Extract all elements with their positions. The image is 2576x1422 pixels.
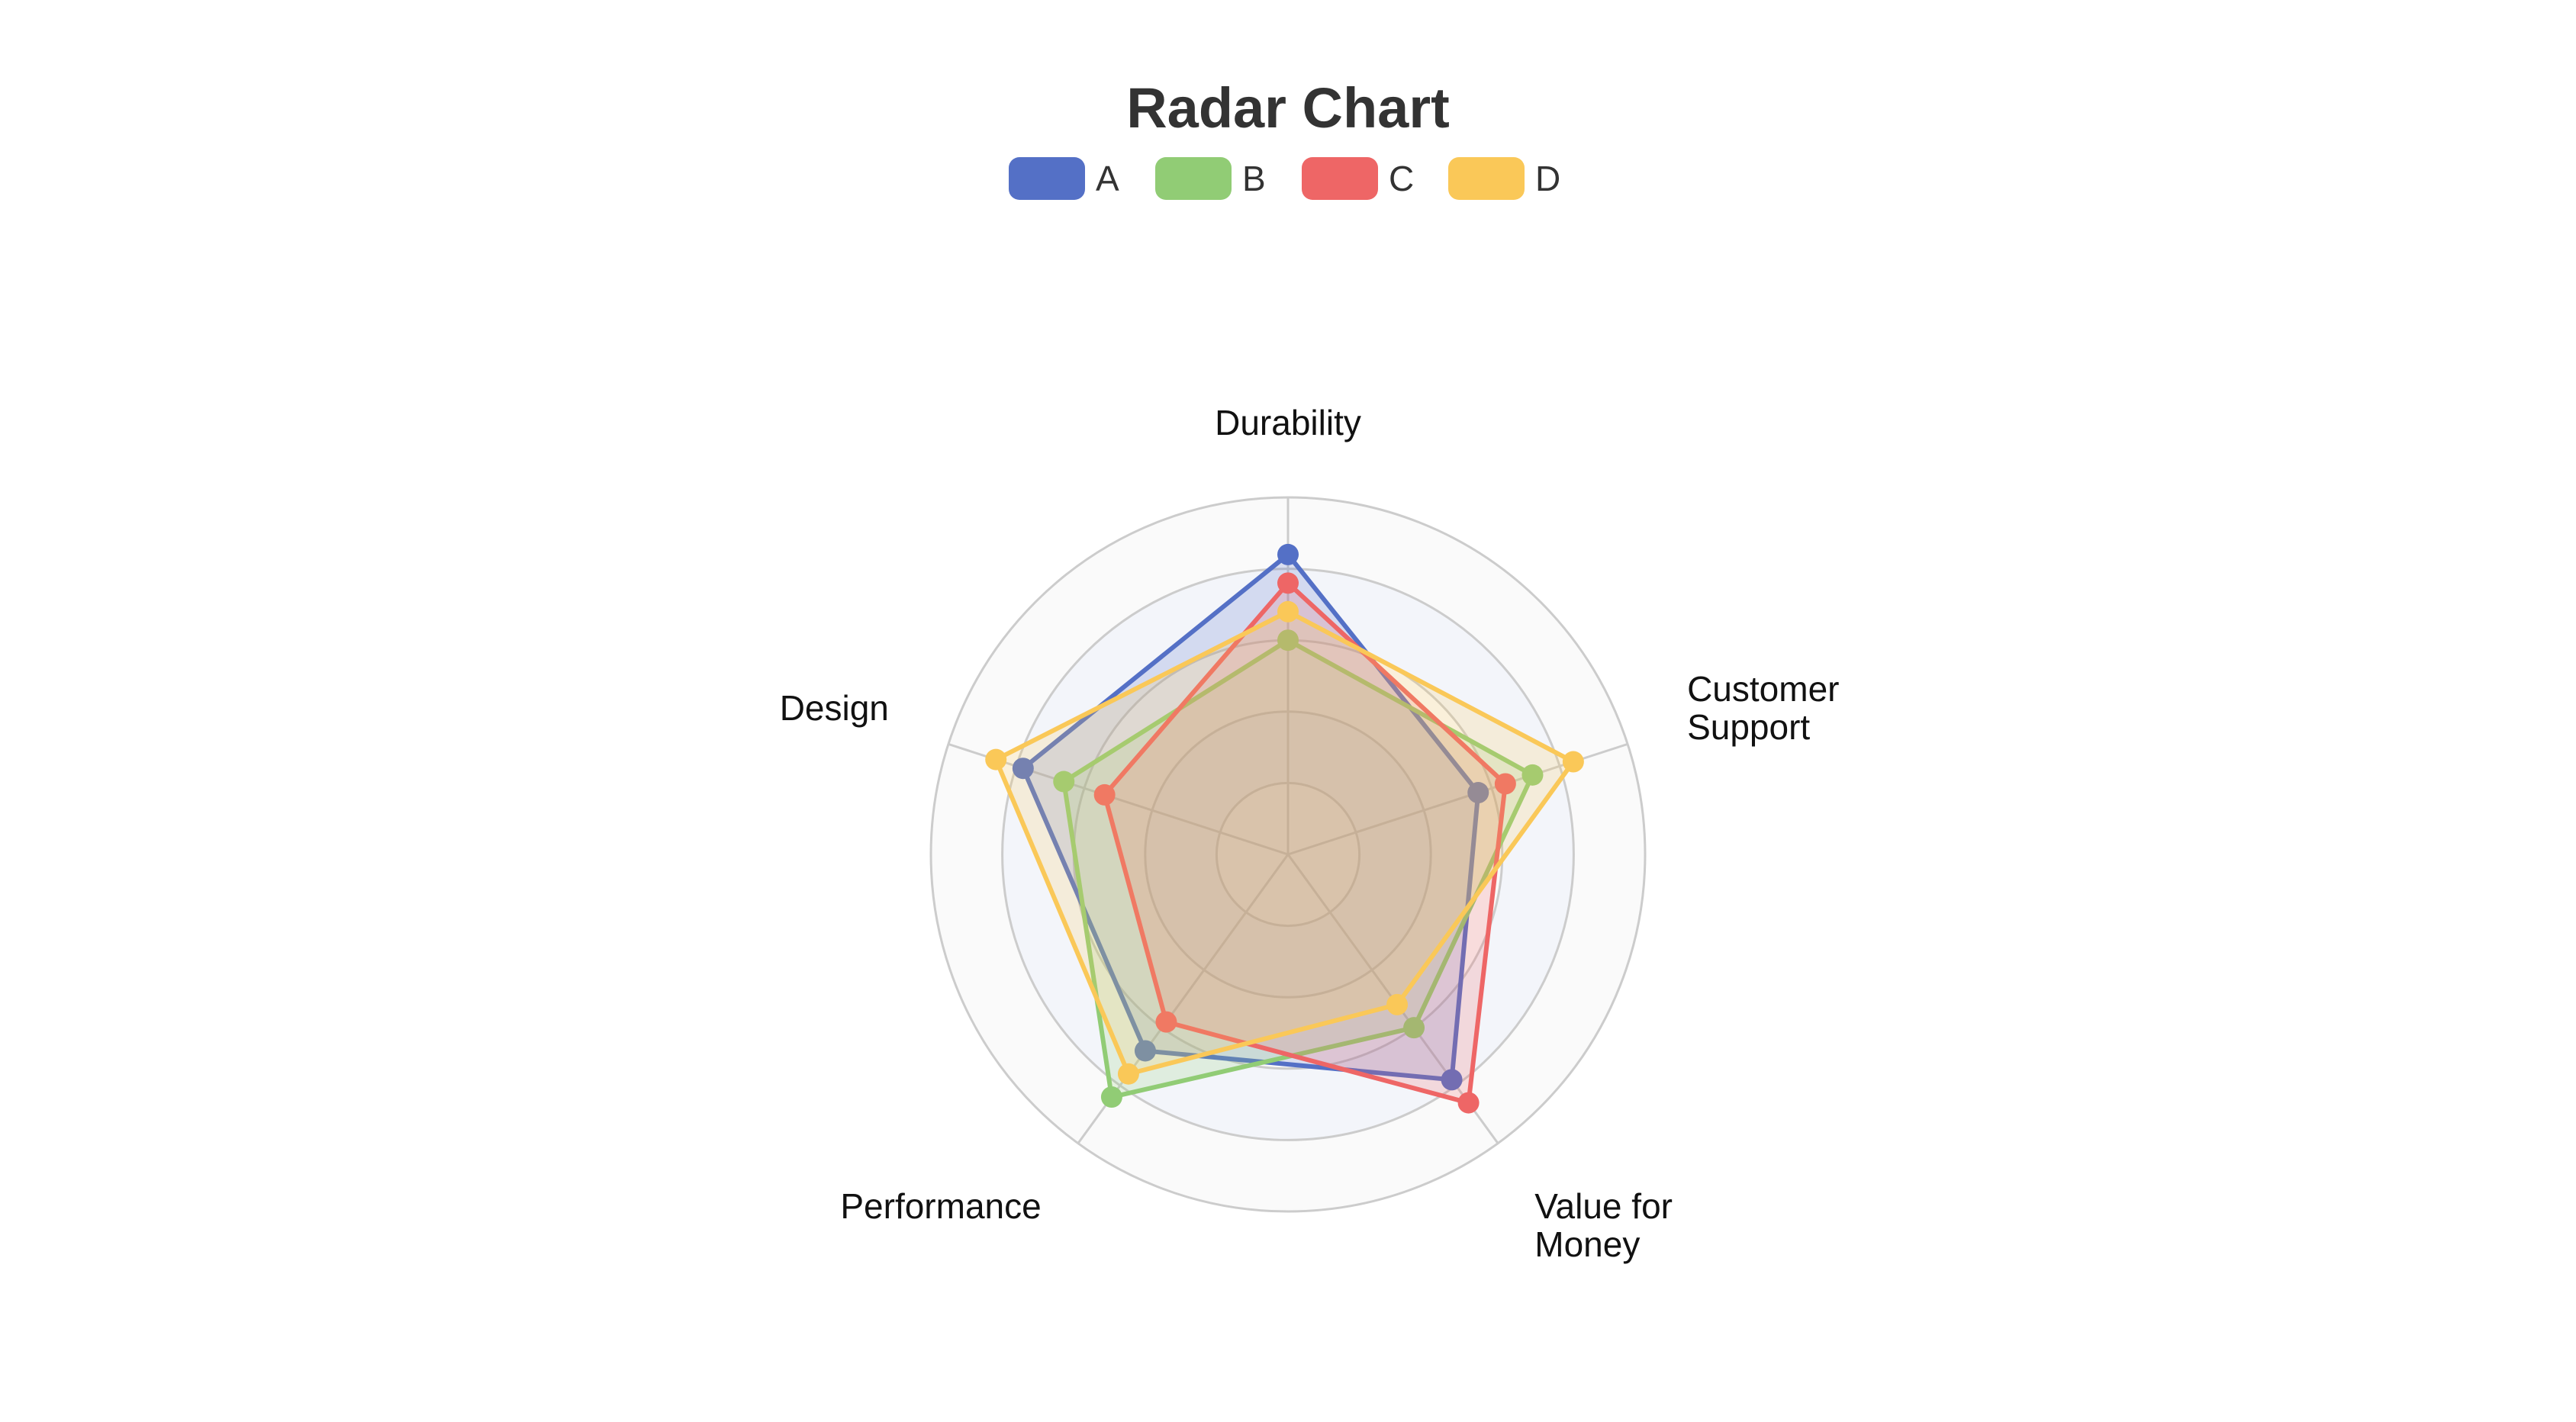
indicator-label-line: Performance — [840, 1186, 1041, 1226]
series-d-point[interactable] — [1562, 751, 1584, 773]
legend-label: B — [1242, 159, 1266, 198]
indicator-label-customer-support: Customer Support — [1687, 669, 1839, 747]
series-c-area — [1102, 581, 1508, 1105]
series-c-point[interactable] — [1277, 572, 1299, 594]
indicator-label-line: Customer — [1687, 669, 1839, 709]
series-d-point[interactable] — [985, 748, 1007, 771]
legend-item-c[interactable]: C — [1302, 157, 1414, 200]
legend-label: A — [1096, 159, 1119, 198]
legend-swatch — [1448, 157, 1525, 200]
series-c-point[interactable] — [1457, 1092, 1480, 1114]
legend-swatch — [1302, 157, 1378, 200]
indicator-label-line: Support — [1687, 707, 1810, 747]
indicator-label-line: Money — [1534, 1224, 1640, 1264]
legend-label: C — [1389, 159, 1414, 198]
series-b-point[interactable] — [1100, 1086, 1122, 1108]
series-a-point[interactable] — [1467, 782, 1489, 804]
indicator-label-line: Design — [780, 688, 889, 728]
series-c-point[interactable] — [1155, 1011, 1177, 1033]
series-d-point[interactable] — [1117, 1063, 1139, 1085]
indicator-label-durability: Durability — [1215, 403, 1361, 442]
series-c-point[interactable] — [1093, 783, 1116, 806]
legend-item-b[interactable]: B — [1155, 157, 1266, 200]
series-d-area — [993, 609, 1576, 1076]
legend-label: D — [1535, 159, 1560, 198]
legend-swatch — [1009, 157, 1085, 200]
series-a-point[interactable] — [1277, 543, 1299, 565]
legend-item-d[interactable]: D — [1448, 157, 1560, 200]
indicator-label-design: Design — [780, 688, 889, 728]
series-d-point[interactable] — [1386, 993, 1409, 1015]
legend-swatch — [1155, 157, 1232, 200]
series-a-point[interactable] — [1012, 758, 1034, 780]
indicator-label-performance: Performance — [840, 1186, 1041, 1226]
chart-title: Radar Chart — [1126, 76, 1450, 140]
series-b-point[interactable] — [1053, 771, 1075, 793]
series-c-point[interactable] — [1494, 773, 1516, 795]
series-b-point[interactable] — [1521, 764, 1544, 786]
indicator-label-line: Durability — [1215, 403, 1361, 442]
series-d-point[interactable] — [1277, 600, 1299, 623]
series-b-point[interactable] — [1403, 1017, 1425, 1039]
legend-item-a[interactable]: A — [1009, 157, 1119, 200]
radar-series — [985, 543, 1584, 1114]
series-a-point[interactable] — [1441, 1069, 1463, 1091]
series-b-point[interactable] — [1277, 629, 1299, 651]
indicator-label-line: Value for — [1534, 1186, 1673, 1226]
series-d — [985, 600, 1584, 1085]
series-c — [1093, 572, 1516, 1114]
indicator-labels: Durability Customer Support Value for Money P… — [780, 403, 1840, 1264]
series-a-point[interactable] — [1134, 1040, 1156, 1062]
indicator-label-value-for-money: Value for Money — [1534, 1186, 1673, 1264]
legend[interactable]: A B C D — [1009, 157, 1560, 200]
